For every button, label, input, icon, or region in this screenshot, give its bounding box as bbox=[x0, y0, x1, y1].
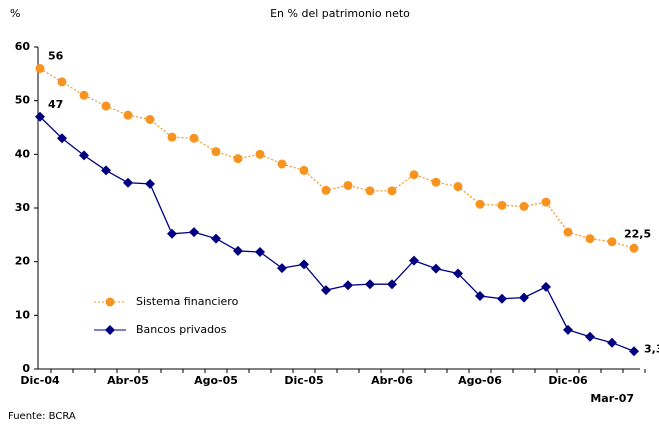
y-tick-label: 60 bbox=[15, 40, 31, 53]
data-point bbox=[365, 279, 375, 290]
data-point bbox=[123, 177, 133, 188]
data-point bbox=[453, 268, 463, 279]
data-point bbox=[35, 63, 45, 73]
data-point bbox=[607, 237, 617, 247]
data-point bbox=[497, 200, 507, 210]
data-point bbox=[189, 227, 199, 238]
legend-label: Bancos privados bbox=[136, 323, 227, 336]
y-tick-label: 50 bbox=[15, 94, 31, 107]
y-tick-label: 20 bbox=[15, 255, 31, 268]
data-point bbox=[431, 263, 441, 274]
data-point bbox=[409, 255, 419, 266]
y-tick-label: 10 bbox=[15, 308, 31, 321]
x-tick-label: Dic-06 bbox=[548, 374, 588, 387]
data-point bbox=[233, 154, 243, 164]
data-point bbox=[563, 227, 573, 237]
data-point bbox=[541, 197, 551, 207]
data-point bbox=[211, 233, 221, 244]
legend-marker bbox=[105, 297, 115, 307]
series-line bbox=[39, 116, 635, 352]
data-point bbox=[519, 292, 529, 303]
data-point bbox=[387, 186, 397, 196]
data-point bbox=[255, 149, 265, 159]
x-tick-label: Ago-06 bbox=[458, 374, 502, 387]
data-point bbox=[299, 165, 309, 175]
data-point bbox=[189, 133, 199, 143]
data-point bbox=[343, 180, 353, 190]
data-point bbox=[321, 285, 331, 296]
data-point bbox=[585, 331, 595, 342]
data-point bbox=[475, 199, 485, 209]
data-point bbox=[145, 114, 155, 124]
x-tick-label: Dic-04 bbox=[20, 374, 60, 387]
data-label: 3,3 bbox=[644, 342, 659, 355]
data-label: 47 bbox=[48, 98, 63, 111]
y-tick-label: 40 bbox=[15, 147, 31, 160]
data-point bbox=[101, 101, 111, 111]
data-point bbox=[365, 186, 375, 196]
data-point bbox=[145, 178, 155, 189]
data-point bbox=[123, 110, 133, 120]
x-tick-label: Dic-05 bbox=[284, 374, 323, 387]
chart-title: En % del patrimonio neto bbox=[270, 7, 410, 20]
data-point bbox=[541, 281, 551, 292]
data-point bbox=[167, 132, 177, 142]
data-point bbox=[211, 147, 221, 157]
series-line bbox=[39, 67, 635, 249]
data-point bbox=[233, 245, 243, 256]
data-point bbox=[453, 182, 463, 192]
legend-marker bbox=[105, 325, 115, 335]
data-point bbox=[321, 185, 331, 195]
data-point bbox=[607, 337, 617, 348]
legend-label: Sistema financiero bbox=[136, 295, 239, 308]
data-point bbox=[57, 77, 67, 87]
data-point bbox=[299, 259, 309, 270]
data-point bbox=[79, 90, 89, 100]
data-point bbox=[629, 243, 639, 253]
data-point bbox=[585, 234, 595, 244]
source-note: Fuente: BCRA bbox=[8, 411, 76, 422]
data-point bbox=[79, 150, 89, 161]
x-tick-label: Abr-05 bbox=[107, 374, 149, 387]
data-point bbox=[387, 279, 397, 290]
y-tick-label: 0 bbox=[22, 362, 30, 375]
data-point bbox=[343, 280, 353, 291]
data-point bbox=[35, 111, 45, 122]
y-axis-label: % bbox=[10, 7, 20, 20]
data-label: 56 bbox=[48, 49, 64, 62]
data-point bbox=[57, 133, 67, 144]
y-tick-label: 30 bbox=[15, 201, 31, 214]
data-point bbox=[277, 263, 287, 274]
data-point bbox=[563, 324, 573, 335]
data-point bbox=[167, 228, 177, 239]
data-point bbox=[101, 165, 111, 176]
data-point bbox=[475, 291, 485, 302]
data-point bbox=[255, 247, 265, 258]
data-point bbox=[629, 346, 639, 357]
data-point bbox=[497, 293, 507, 304]
x-tick-label: Abr-06 bbox=[371, 374, 413, 387]
x-tick-label: Mar-07 bbox=[590, 392, 634, 405]
x-tick-label: Ago-05 bbox=[194, 374, 238, 387]
data-label: 22,5 bbox=[624, 227, 651, 240]
data-point bbox=[431, 177, 441, 187]
data-point bbox=[409, 170, 419, 180]
data-point bbox=[519, 201, 529, 211]
data-point bbox=[277, 159, 287, 169]
